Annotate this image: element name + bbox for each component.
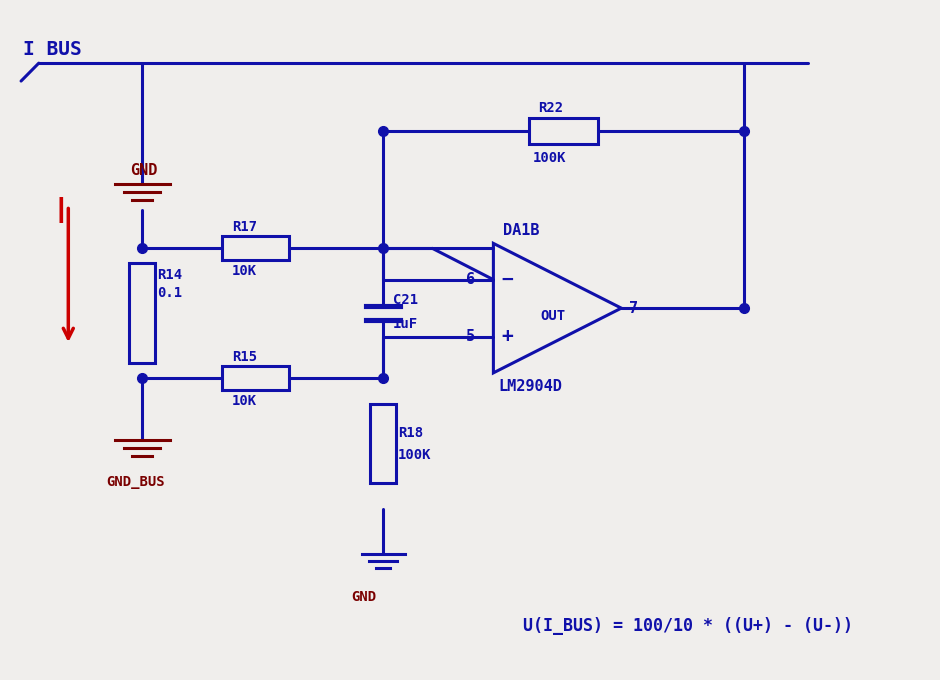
- Text: 100K: 100K: [532, 151, 566, 165]
- Bar: [529, 118, 598, 143]
- Text: I BUS: I BUS: [24, 40, 82, 59]
- Bar: [222, 237, 289, 260]
- Text: 1uF: 1uF: [393, 317, 418, 331]
- Text: −: −: [501, 270, 513, 289]
- Text: +: +: [501, 327, 513, 346]
- Text: OUT: OUT: [540, 309, 566, 323]
- Text: R14: R14: [157, 269, 182, 282]
- Text: R15: R15: [231, 350, 257, 364]
- Text: 6: 6: [466, 272, 475, 287]
- Bar: [222, 366, 289, 390]
- Text: R17: R17: [231, 220, 257, 235]
- Text: I: I: [55, 196, 66, 230]
- Text: 10K: 10K: [231, 265, 257, 278]
- Text: U(I_BUS) = 100/10 * ((U+) - (U-)): U(I_BUS) = 100/10 * ((U+) - (U-)): [523, 617, 853, 635]
- Text: 7: 7: [629, 301, 638, 316]
- Text: 100K: 100K: [398, 447, 431, 462]
- Text: 5: 5: [466, 329, 475, 344]
- Text: DA1B: DA1B: [503, 224, 540, 239]
- Text: 0.1: 0.1: [157, 286, 182, 301]
- Text: LM2904D: LM2904D: [498, 379, 562, 394]
- Text: GND: GND: [131, 163, 158, 177]
- Text: GND_BUS: GND_BUS: [106, 475, 165, 490]
- Text: GND: GND: [352, 590, 377, 604]
- Text: R18: R18: [398, 426, 423, 440]
- Bar: [130, 263, 155, 363]
- Text: 10K: 10K: [231, 394, 257, 408]
- Text: R22: R22: [539, 101, 563, 115]
- Bar: [370, 404, 396, 483]
- Text: C21: C21: [393, 293, 418, 307]
